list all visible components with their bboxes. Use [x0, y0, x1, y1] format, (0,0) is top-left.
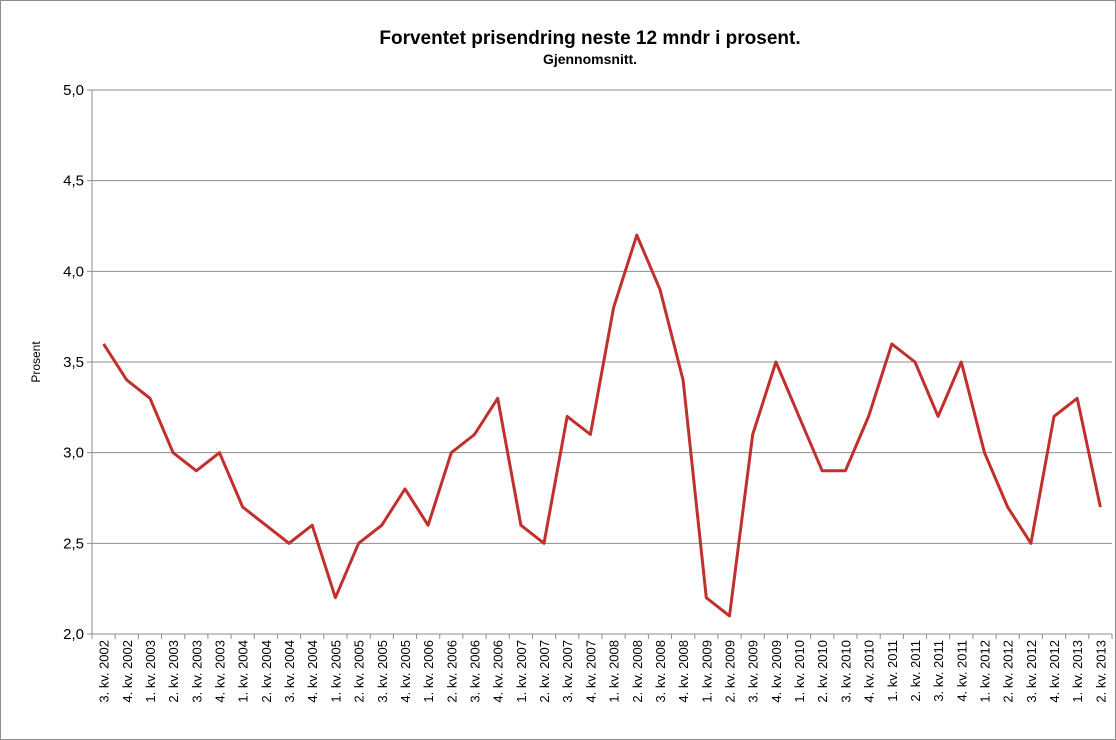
x-tick-label: 1. kv. 2011	[885, 640, 900, 702]
x-tick-label: 2. kv. 2010	[815, 640, 830, 703]
x-tick-label: 1. kv. 2007	[514, 640, 529, 703]
x-tick-label: 3. kv. 2003	[189, 640, 204, 703]
x-tick-label: 2. kv. 2005	[352, 640, 367, 703]
x-tick-label: 4. kv. 2003	[213, 640, 228, 703]
y-tick-label: 4,5	[63, 173, 84, 190]
x-tick-label: 4. kv. 2011	[954, 640, 969, 702]
x-tick-label: 1. kv. 2004	[236, 640, 251, 703]
x-tick-label: 3. kv. 2008	[653, 640, 668, 703]
x-tick-label: 4. kv. 2002	[120, 640, 135, 703]
x-tick-label: 3. kv. 2007	[560, 640, 575, 703]
x-tick-label: 4. kv. 2004	[305, 640, 320, 703]
x-tick-label: 2. kv. 2003	[166, 640, 181, 703]
x-tick-label: 4. kv. 2006	[491, 640, 506, 703]
x-tick-label: 3. kv. 2009	[746, 640, 761, 703]
x-tick-label: 2. kv. 2009	[723, 640, 738, 703]
x-tick-label: 3. kv. 2005	[375, 640, 390, 703]
y-tick-label: 4,0	[63, 263, 84, 280]
chart-title: Forventet prisendring neste 12 mndr i pr…	[379, 28, 800, 49]
x-tick-label: 3. kv. 2010	[838, 640, 853, 703]
x-tick-label: 3. kv. 2004	[282, 640, 297, 703]
x-tick-label: 1. kv. 2010	[792, 640, 807, 703]
y-tick-label: 5,0	[63, 82, 84, 99]
x-tick-label: 1. kv. 2006	[421, 640, 436, 703]
x-tick-label: 1. kv. 2008	[607, 640, 622, 703]
x-tick-label: 1. kv. 2003	[143, 640, 158, 703]
y-tick-label: 3,5	[63, 354, 84, 371]
x-tick-label: 4. kv. 2012	[1047, 640, 1062, 703]
x-tick-label: 3. kv. 2002	[97, 640, 112, 703]
x-tick-label: 2. kv. 2013	[1093, 640, 1108, 703]
x-tick-label: 3. kv. 2011	[931, 640, 946, 702]
chart-subtitle: Gjennomsnitt.	[543, 51, 637, 67]
x-tick-label: 2. kv. 2008	[630, 640, 645, 703]
x-tick-label: 3. kv. 2012	[1024, 640, 1039, 703]
x-tick-label: 2. kv. 2007	[537, 640, 552, 703]
x-tick-label: 2. kv. 2011	[908, 640, 923, 702]
x-tick-label: 4. kv. 2005	[398, 640, 413, 703]
x-tick-label: 4. kv. 2008	[676, 640, 691, 703]
y-axis-label: Prosent	[29, 341, 43, 383]
x-tick-label: 4. kv. 2010	[862, 640, 877, 703]
x-tick-label: 1. kv. 2005	[328, 640, 343, 703]
x-tick-label: 1. kv. 2009	[699, 640, 714, 703]
x-tick-label: 2. kv. 2012	[1001, 640, 1016, 703]
data-line	[102, 233, 1102, 618]
x-tick-label: 2. kv. 2004	[259, 640, 274, 703]
y-tick-label: 2,0	[63, 626, 84, 643]
x-tick-label: 4. kv. 2009	[769, 640, 784, 703]
x-tick-label: 1. kv. 2013	[1070, 640, 1085, 703]
x-tick-label: 3. kv. 2006	[468, 640, 483, 703]
y-tick-label: 3,0	[63, 445, 84, 462]
y-tick-label: 2,5	[63, 535, 84, 552]
x-tick-label: 2. kv. 2006	[444, 640, 459, 703]
x-tick-label: 4. kv. 2007	[583, 640, 598, 703]
x-tick-label: 1. kv. 2012	[978, 640, 993, 703]
